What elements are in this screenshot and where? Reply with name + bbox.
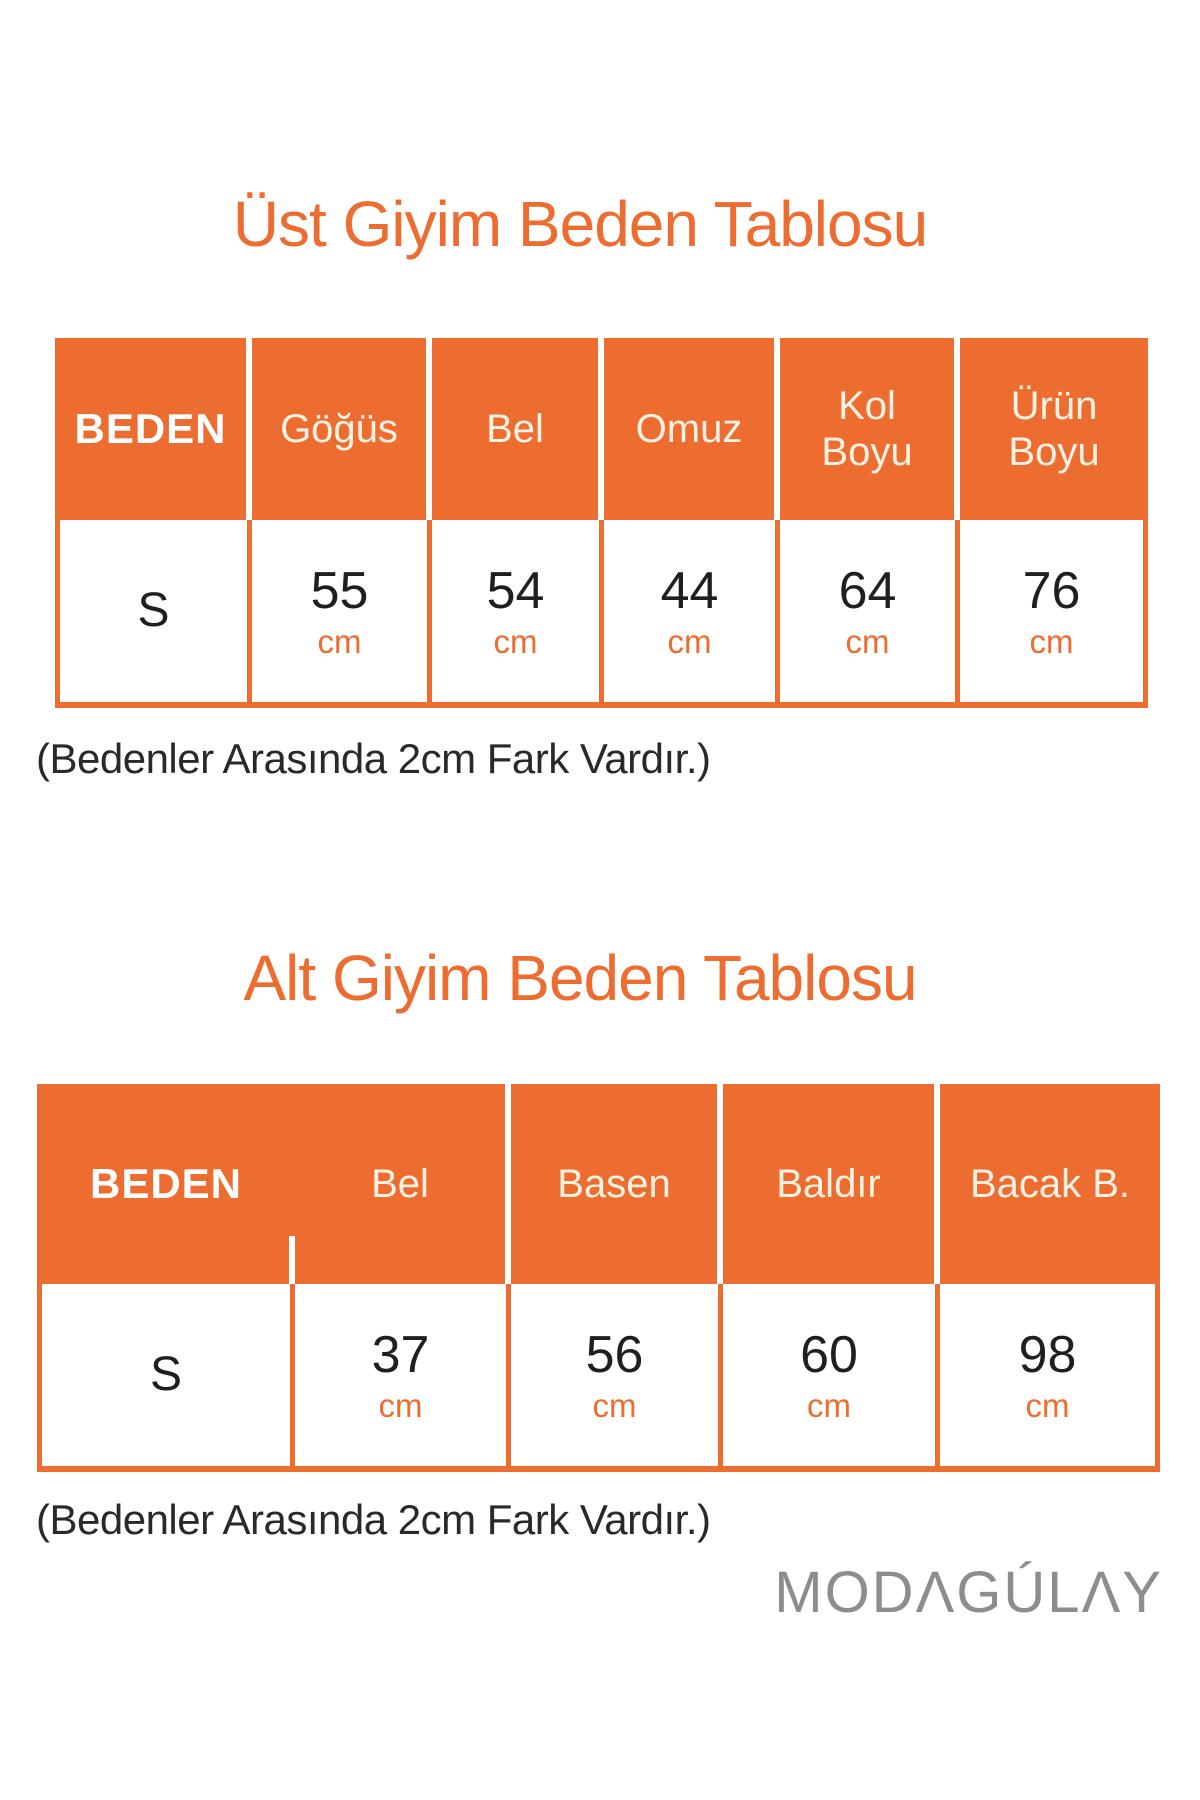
upper-header-beden: BEDEN: [55, 338, 252, 520]
lower-header-beden: BEDEN: [37, 1084, 295, 1284]
lower-size-value: S: [149, 1348, 182, 1401]
unit-label: cm: [667, 622, 712, 660]
unit-label: cm: [1025, 1386, 1070, 1424]
lower-value-basen: 56: [585, 1325, 644, 1384]
upper-table-header-row: BEDEN Göğüs Bel Omuz Kol Boyu Ürün Boyu: [55, 338, 1148, 520]
unit-label: cm: [845, 622, 890, 660]
unit-label: cm: [493, 622, 538, 660]
lower-header-bacak-b: Bacak B.: [940, 1084, 1160, 1284]
lower-table-title: Alt Giyim Beden Tablosu: [243, 942, 917, 1014]
upper-value-omuz: 44: [660, 561, 719, 620]
lower-table-header-row: BEDEN Bel Basen Baldır Bacak B.: [37, 1084, 1160, 1284]
upper-header-bel: Bel: [432, 338, 604, 520]
upper-header-urun-boyu: Ürün Boyu: [960, 338, 1148, 520]
upper-value-kol-boyu: 64: [838, 561, 897, 620]
lower-size-cell: S: [37, 1284, 295, 1472]
lower-value-bacak-b: 98: [1018, 1325, 1077, 1384]
upper-value-bel: 54: [486, 561, 545, 620]
upper-table-title: Üst Giyim Beden Tablosu: [232, 188, 928, 260]
upper-value-gogus: 55: [310, 561, 369, 620]
upper-value-cell-urun-boyu: 76 cm: [960, 520, 1148, 708]
unit-label: cm: [1029, 622, 1074, 660]
upper-size-value: S: [137, 584, 170, 637]
upper-value-urun-boyu: 76: [1022, 561, 1081, 620]
unit-label: cm: [378, 1386, 423, 1424]
lower-header-baldir: Baldır: [723, 1084, 940, 1284]
lower-table-note: (Bedenler Arasında 2cm Fark Vardır.): [36, 1496, 711, 1543]
lower-size-table: BEDEN Bel Basen Baldır Bacak B. S 37 cm …: [37, 1084, 1160, 1472]
lower-value-cell-basen: 56 cm: [511, 1284, 723, 1472]
lower-header-bel: Bel: [295, 1084, 511, 1284]
upper-value-cell-gogus: 55 cm: [252, 520, 432, 708]
upper-header-kol-boyu: Kol Boyu: [780, 338, 960, 520]
upper-header-gogus: Göğüs: [252, 338, 432, 520]
upper-size-table: BEDEN Göğüs Bel Omuz Kol Boyu Ürün Boyu …: [55, 338, 1148, 708]
upper-size-cell: S: [55, 520, 252, 708]
upper-value-cell-kol-boyu: 64 cm: [780, 520, 960, 708]
lower-value-cell-baldir: 60 cm: [723, 1284, 940, 1472]
upper-value-cell-bel: 54 cm: [432, 520, 604, 708]
lower-value-cell-bacak-b: 98 cm: [940, 1284, 1160, 1472]
unit-label: cm: [317, 622, 362, 660]
unit-label: cm: [807, 1386, 851, 1424]
upper-table-note: (Bedenler Arasında 2cm Fark Vardır.): [36, 735, 711, 782]
lower-header-basen: Basen: [511, 1084, 723, 1284]
partial-header-divider: [289, 1236, 295, 1284]
brand-logo: MODΛGÚLΛY: [774, 1560, 1163, 1625]
lower-value-cell-bel: 37 cm: [295, 1284, 511, 1472]
upper-value-cell-omuz: 44 cm: [604, 520, 780, 708]
lower-table-data-row: S 37 cm 56 cm 60 cm 98 cm: [37, 1284, 1160, 1472]
unit-label: cm: [592, 1386, 637, 1424]
upper-table-data-row: S 55 cm 54 cm 44 cm 64 cm 76 cm: [55, 520, 1148, 708]
upper-header-omuz: Omuz: [604, 338, 780, 520]
lower-value-bel: 37: [371, 1325, 430, 1384]
lower-value-baldir: 60: [800, 1325, 858, 1384]
